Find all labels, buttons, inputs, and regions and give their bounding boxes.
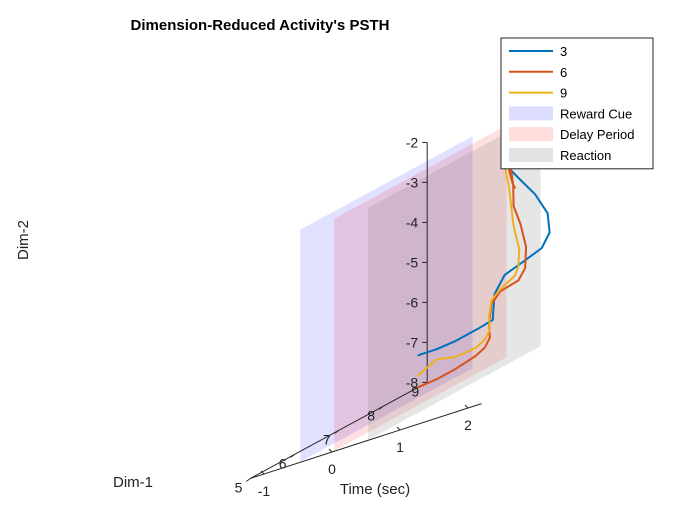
y-tick-mark xyxy=(246,477,251,482)
x-axis-line xyxy=(250,403,482,479)
z-tick-label: -8 xyxy=(406,374,419,390)
y-tick-label: 6 xyxy=(279,455,287,471)
x-axis-label: Time (sec) xyxy=(340,481,410,498)
legend: 3 6 9 Reward Cue Delay Period Reaction xyxy=(500,37,654,170)
legend-box xyxy=(500,37,654,170)
legend-label: Reaction xyxy=(560,148,611,163)
series-line-6 xyxy=(417,168,528,389)
z-tick-label: -2 xyxy=(406,134,419,150)
y-tick-mark xyxy=(290,453,295,458)
plane-reward-cue xyxy=(300,136,473,462)
y-tick-mark xyxy=(334,429,340,434)
z-tick-label: -4 xyxy=(406,214,419,230)
legend-swatch-delay-period xyxy=(509,127,553,142)
x-tick-label: -1 xyxy=(258,483,271,499)
legend-swatch-reward-cue xyxy=(509,106,553,121)
x-tick-mark xyxy=(328,448,333,453)
chart-title: Dimension-Reduced Activity's PSTH xyxy=(131,17,390,34)
series-line-9 xyxy=(417,155,521,377)
legend-label: 9 xyxy=(560,86,567,101)
z-axis-label: Dim-2 xyxy=(15,220,32,260)
y-tick-label: 7 xyxy=(323,431,331,447)
event-planes xyxy=(300,114,541,462)
y-axis-label: Dim-1 xyxy=(113,474,153,491)
y-tick-label: 9 xyxy=(411,383,419,399)
x-tick-mark xyxy=(464,404,469,409)
legend-label: Reward Cue xyxy=(560,106,632,121)
y-tick-label: 8 xyxy=(367,407,375,423)
y-tick-label: 5 xyxy=(235,479,243,495)
z-tick-label: -3 xyxy=(406,174,419,190)
x-tick-label: 1 xyxy=(396,439,404,455)
axes: -8 -7 -6 -5 -4 -3 -2 5 6 7 8 9 -1 0 1 2 xyxy=(235,134,482,499)
plane-delay-period xyxy=(334,125,507,451)
plane-reaction xyxy=(368,114,541,440)
legend-label: 3 xyxy=(560,44,567,59)
x-tick-label: 0 xyxy=(328,461,336,477)
legend-label: 6 xyxy=(560,65,567,80)
y-tick-mark xyxy=(378,405,384,410)
legend-swatch-reaction xyxy=(509,148,553,162)
x-tick-label: 2 xyxy=(464,417,472,433)
x-tick-mark xyxy=(260,470,265,475)
z-tick-label: -6 xyxy=(406,294,419,310)
z-tick-label: -5 xyxy=(406,254,419,270)
z-tick-label: -7 xyxy=(406,334,419,350)
x-tick-mark xyxy=(396,426,401,431)
legend-label: Delay Period xyxy=(560,127,634,142)
